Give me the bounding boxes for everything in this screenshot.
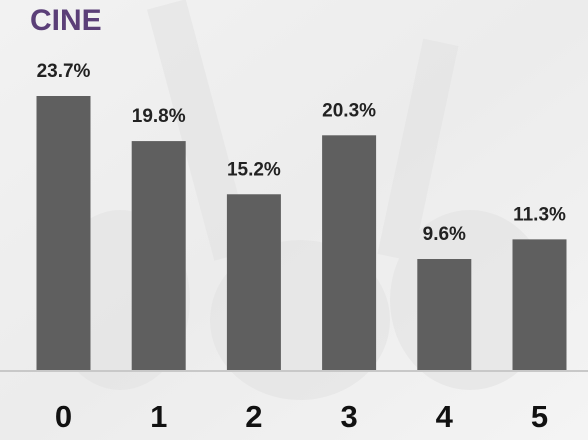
- x-tick-label: 0: [55, 399, 72, 434]
- value-label: 19.8%: [132, 106, 186, 127]
- x-tick-label: 1: [150, 399, 167, 434]
- bar: [322, 135, 376, 370]
- bar: [37, 96, 91, 370]
- chart: CINE 23.7% 0 19.8% 1 15.2% 2 20.3% 3 9.6% 4 11.3% 5: [0, 0, 588, 440]
- x-tick-label: 3: [340, 399, 357, 434]
- bar: [417, 259, 471, 370]
- value-label: 11.3%: [513, 204, 566, 225]
- x-tick-label: 5: [531, 399, 548, 434]
- x-tick-label: 4: [436, 399, 454, 434]
- bar: [513, 239, 567, 370]
- chart-title: CINE: [30, 4, 102, 37]
- x-tick-label: 2: [245, 399, 262, 434]
- value-label: 15.2%: [227, 159, 281, 180]
- value-label: 23.7%: [37, 61, 91, 82]
- bar: [132, 141, 186, 370]
- value-label: 9.6%: [423, 224, 466, 245]
- value-label: 20.3%: [322, 100, 376, 121]
- page: CINE 23.7% 0 19.8% 1 15.2% 2 20.3% 3 9.6% 4 11.3% 5…: [0, 0, 588, 440]
- bar: [227, 194, 281, 370]
